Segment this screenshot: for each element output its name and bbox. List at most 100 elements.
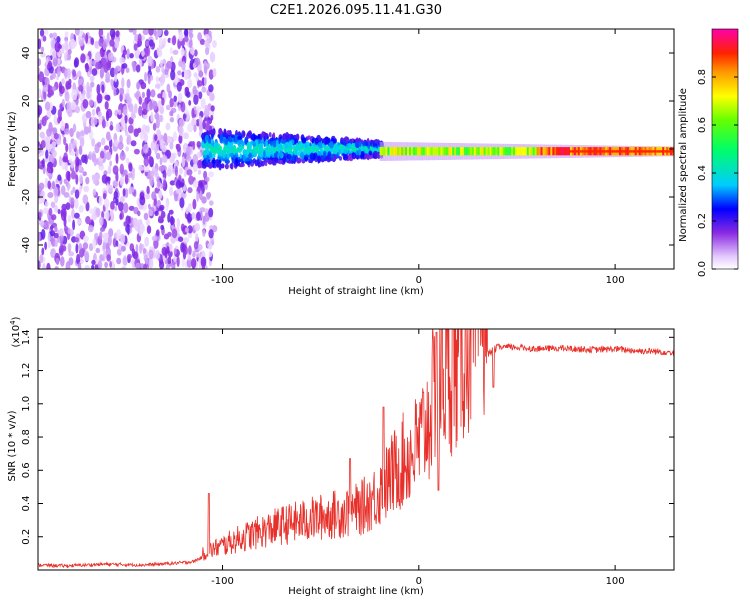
heatmap-cell [82, 194, 89, 205]
heatmap-cell [117, 141, 124, 150]
heatmap-cell [74, 29, 80, 36]
heatmap-cell [90, 81, 95, 88]
heatmap-cell [48, 207, 53, 216]
heatmap-cell [619, 150, 622, 153]
heatmap-cell [150, 111, 154, 123]
heatmap-cell [54, 266, 59, 269]
heatmap-cell [79, 174, 83, 185]
heatmap-cell [192, 198, 197, 210]
heatmap-cell [87, 71, 91, 78]
heatmap-cell [155, 229, 160, 237]
heatmap-cell [189, 46, 194, 55]
heatmap-cell [379, 147, 382, 156]
heatmap-cell [157, 211, 162, 217]
heatmap-cell [668, 150, 671, 153]
heatmap-cell [273, 157, 278, 162]
heatmap-cell [304, 156, 309, 162]
heatmap-cell [59, 103, 63, 110]
heatmap-cell [181, 61, 186, 71]
heatmap-cell [448, 147, 451, 156]
heatmap-cell [94, 232, 99, 240]
heatmap-cell [264, 161, 268, 167]
heatmap-cell [188, 175, 194, 185]
heatmap-cell [110, 201, 115, 211]
heatmap-cell [115, 30, 120, 38]
heatmap-cell [178, 167, 183, 175]
heatmap-cell [662, 150, 665, 153]
heatmap-cell [301, 137, 307, 143]
heatmap-cell [40, 140, 46, 149]
heatmap-cell [106, 108, 113, 119]
heatmap-cell [206, 119, 210, 130]
heatmap-cell [288, 143, 293, 149]
heatmap-cell [64, 91, 70, 102]
heatmap-cell [113, 190, 119, 200]
heatmap-cell [137, 127, 142, 133]
heatmap-cell [213, 142, 219, 149]
x-tick-label: 0 [416, 576, 422, 587]
heatmap-cell [66, 68, 71, 79]
heatmap-cell [165, 202, 169, 212]
heatmap-cell [224, 159, 228, 164]
heatmap-cell [208, 229, 214, 239]
heatmap-cell [70, 101, 77, 111]
heatmap-cell [78, 205, 84, 213]
heatmap-cell [143, 156, 149, 167]
heatmap-cell [144, 193, 151, 200]
heatmap-cell [149, 170, 155, 177]
heatmap-cell [142, 29, 149, 36]
heatmap-cell [101, 84, 105, 94]
heatmap-cell [71, 208, 75, 219]
heatmap-cell [38, 38, 42, 50]
heatmap-cell [102, 232, 109, 240]
heatmap-cell [191, 108, 195, 119]
heatmap-cell [124, 173, 129, 185]
heatmap-cell [98, 195, 103, 206]
spectrogram-x-axis-label: Height of straight line (km) [288, 286, 424, 297]
heatmap-cell [542, 147, 545, 156]
heatmap-cell [51, 248, 56, 257]
heatmap-cell [122, 105, 128, 116]
heatmap-cell [416, 147, 420, 156]
heatmap-cell [180, 47, 185, 57]
heatmap-cell [414, 147, 418, 156]
heatmap-cell [187, 122, 194, 133]
heatmap-cell [205, 140, 209, 149]
heatmap-cell [193, 49, 198, 57]
heatmap-cell [593, 150, 596, 153]
heatmap-cell [103, 211, 107, 222]
x-tick-label: 0 [416, 275, 422, 286]
heatmap-cell [129, 53, 134, 59]
heatmap-cell [507, 147, 510, 156]
heatmap-cell [139, 195, 146, 206]
heatmap-cell [121, 77, 125, 89]
heatmap-cell [560, 147, 563, 156]
heatmap-cell [207, 159, 211, 164]
heatmap-cell [67, 215, 72, 223]
heatmap-cell [420, 147, 424, 156]
heatmap-cell [568, 150, 571, 153]
heatmap-cell [140, 82, 147, 90]
heatmap-cell [101, 174, 108, 184]
heatmap-cell [77, 262, 82, 269]
heatmap-cell [209, 225, 213, 231]
heatmap-cell [666, 150, 669, 153]
heatmap-cell [109, 124, 114, 131]
heatmap-cell [83, 235, 89, 243]
heatmap-cell [119, 176, 125, 186]
heatmap-cell [162, 37, 167, 45]
heatmap-cell [370, 142, 373, 147]
heatmap-cell [119, 57, 125, 65]
heatmap-cell [623, 150, 626, 153]
heatmap-cell [42, 158, 45, 168]
heatmap-cell [146, 225, 152, 235]
heatmap-cell [38, 105, 43, 116]
heatmap-cell [85, 216, 91, 225]
heatmap-cell [65, 261, 71, 269]
heatmap-cell [577, 150, 581, 153]
heatmap-cell [208, 171, 215, 178]
heatmap-cell [53, 132, 59, 140]
heatmap-cell [173, 99, 177, 108]
heatmap-cell [205, 134, 210, 141]
heatmap-cell [70, 197, 75, 205]
